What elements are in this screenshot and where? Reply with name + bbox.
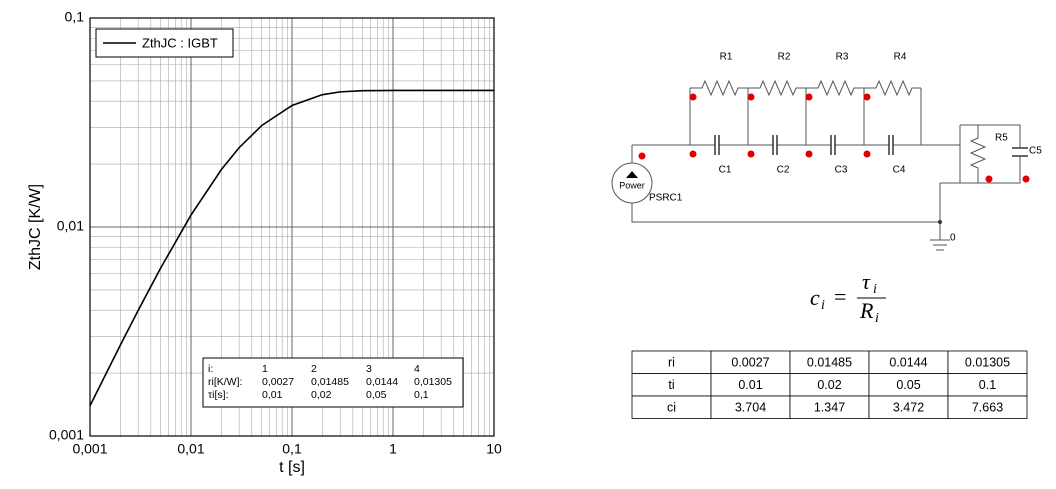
- annotation-cell: 1: [262, 363, 268, 375]
- table-cell: [947, 395, 1028, 419]
- x-tick-label: 0,1: [282, 441, 302, 457]
- table-text: 3.472: [893, 401, 924, 415]
- capacitors: [714, 135, 894, 155]
- label: C1: [719, 165, 732, 176]
- label: R4: [894, 52, 907, 63]
- table-text: ci: [667, 401, 676, 415]
- x-tick-label: 0,01: [177, 441, 204, 457]
- table-text: 7.663: [972, 401, 1003, 415]
- x-tick-label: 1: [389, 441, 397, 457]
- plot-frame: [89, 17, 495, 437]
- annotation-cell: 0,02: [311, 389, 332, 401]
- y-tick-label: 0,01: [57, 218, 84, 234]
- circuit-labels: R1 R2 R3 R4 C1 C2 C3 C4 R5 C5 Power PSRC…: [619, 52, 1042, 244]
- label: R2: [778, 52, 791, 63]
- nodes: [638, 93, 1030, 224]
- table-text: 0.05: [896, 378, 920, 392]
- table-text: 0.0027: [731, 356, 769, 370]
- ground-wires: [631, 144, 941, 240]
- annotation-cell: 4: [414, 363, 420, 375]
- table-text: 0.1: [979, 378, 996, 392]
- label: 0: [950, 233, 956, 244]
- table-text: 0.01485: [807, 356, 852, 370]
- label: C2: [777, 165, 790, 176]
- label: C3: [835, 165, 848, 176]
- formula-den-sub: i: [875, 311, 879, 326]
- c5: [1012, 147, 1028, 157]
- label: R3: [836, 52, 849, 63]
- annotation-cell: 0,05: [366, 389, 387, 401]
- wires: [689, 88, 922, 145]
- label: Power: [619, 180, 645, 190]
- annotation-cell: 0,0027: [262, 376, 294, 388]
- label: R1: [720, 52, 733, 63]
- table-text: 0.01: [738, 378, 762, 392]
- table-text: ti: [668, 378, 674, 392]
- annotation-cell: ri[K/W]:: [208, 376, 242, 388]
- annotation-cell: 0,1: [414, 389, 429, 401]
- formula-num: τ: [862, 269, 871, 294]
- annotation-cell: 2: [311, 363, 317, 375]
- table-text: 0.01305: [965, 356, 1010, 370]
- formula-num-sub: i: [873, 282, 877, 297]
- annotation-cell: τi[s]:: [208, 389, 228, 401]
- source-arrow: [626, 171, 638, 178]
- legend-label: ZthJC : IGBT: [142, 35, 218, 50]
- circuit: [611, 79, 1030, 251]
- formula: c i = τ i R i: [810, 269, 886, 326]
- annotation-cell: 0,01485: [311, 376, 349, 388]
- annotation-cell: 3: [366, 363, 372, 375]
- formula-den: R: [859, 298, 874, 323]
- source: [611, 162, 653, 204]
- resistor-chain: [690, 79, 921, 97]
- annotation-cell: 0,01305: [414, 376, 452, 388]
- label: C4: [893, 165, 906, 176]
- formula-lhs: c: [810, 285, 820, 310]
- x-axis-label: t [s]: [279, 459, 305, 476]
- table-text: ri: [668, 356, 675, 370]
- annotation-cell: i:: [208, 363, 213, 375]
- y-tick-label: 0,001: [49, 427, 84, 443]
- table-text: 0.0144: [889, 356, 927, 370]
- label: R5: [995, 133, 1008, 144]
- formula-eq: =: [834, 284, 846, 309]
- label: PSRC1: [649, 193, 683, 204]
- annotation-box: [202, 357, 464, 408]
- annotation-cell: 0,01: [262, 389, 283, 401]
- y-tick-label: 0,1: [65, 9, 85, 25]
- line: [89, 89, 494, 407]
- r5-c5: [940, 124, 1021, 184]
- y-axis-label: ZthJC [K/W]: [27, 184, 44, 270]
- x-tick-label: 0,001: [72, 441, 107, 457]
- table-text: 0.02: [817, 378, 841, 392]
- formula-lhs-sub: i: [821, 298, 825, 313]
- label: C5: [1029, 146, 1042, 157]
- annotation-cell: 0,0144: [366, 376, 398, 388]
- table-text: 3.704: [735, 401, 766, 415]
- ground: [930, 239, 950, 251]
- x-tick-label: 10: [486, 441, 502, 457]
- table-text: 1.347: [814, 401, 845, 415]
